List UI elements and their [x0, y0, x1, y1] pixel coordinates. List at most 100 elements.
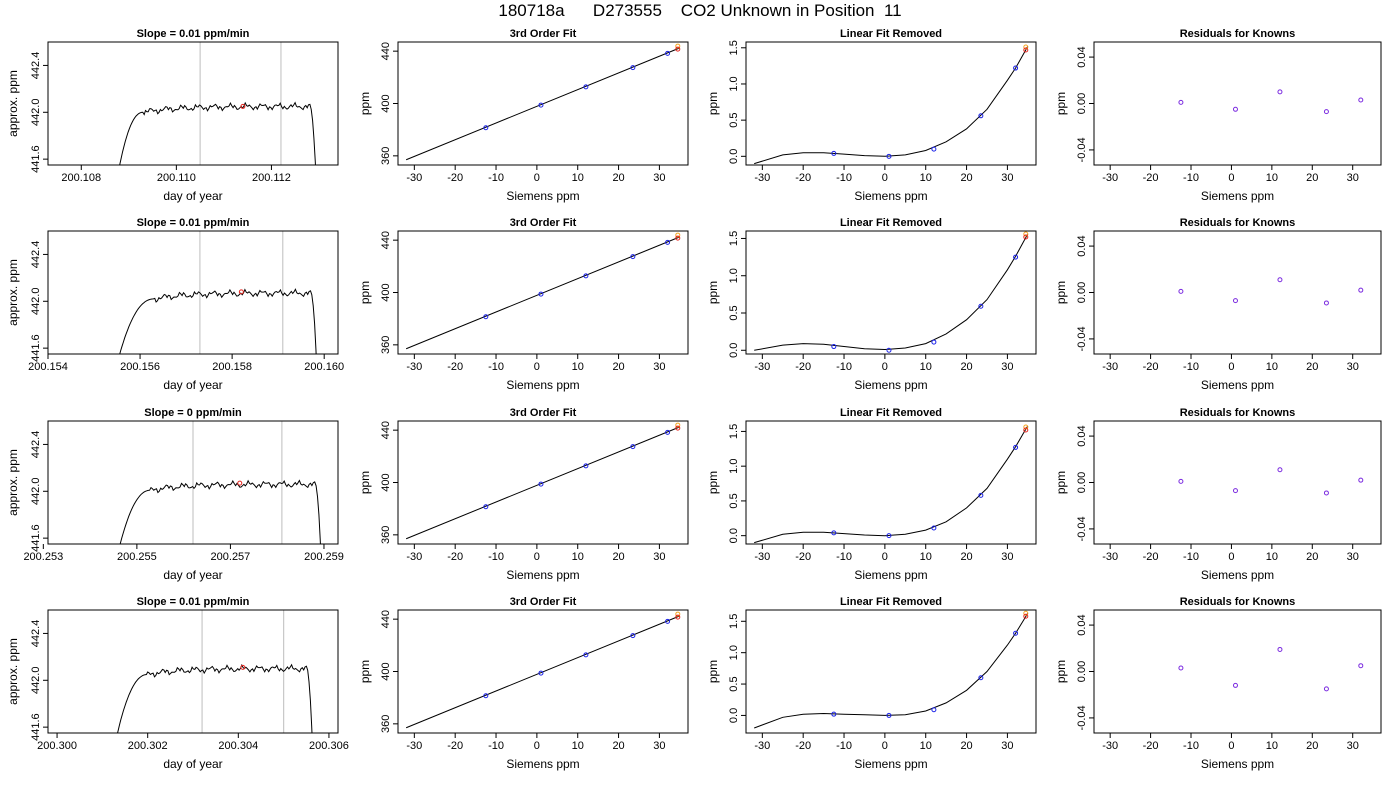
y-tick-label: -0.04: [1076, 705, 1088, 730]
known-standard-point: [1358, 287, 1364, 293]
plot-frame: [47, 609, 339, 734]
x-tick-label: 200.255: [117, 551, 157, 563]
x-tick-label: 20: [960, 172, 972, 184]
x-tick-label: 20: [612, 172, 624, 184]
x-tick-label: 10: [920, 172, 932, 184]
x-axis-label: Siemens ppm: [854, 378, 927, 392]
panel-title: 3rd Order Fit: [510, 407, 577, 419]
panel-3-2: 3rd Order Fit -30 -20 -10 0 10 20 30 360 400 440 Si…: [358, 407, 689, 582]
x-tick-label: 30: [1347, 551, 1359, 563]
y-axis-label: ppm: [1054, 660, 1068, 683]
plot-frame: [745, 41, 1037, 166]
average-marker: [240, 103, 246, 109]
panel-1-3: Linear Fit Removed -30 -20 -10 0 10 20 30 0.0 0.5…: [706, 28, 1037, 203]
x-tick-label: 20: [612, 361, 624, 373]
known-standard-point: [665, 618, 671, 624]
x-tick-label: 20: [960, 551, 972, 563]
x-tick-label: -10: [488, 551, 504, 563]
plot-frame: [1093, 609, 1382, 734]
panel-title: Linear Fit Removed: [840, 28, 942, 40]
trace-line: [117, 663, 313, 733]
x-tick-label: 0: [882, 740, 888, 752]
x-axis-label: day of year: [163, 568, 222, 582]
x-tick-label: 10: [920, 361, 932, 373]
x-tick-label: 200.154: [28, 361, 68, 373]
known-standard-point: [1358, 663, 1364, 669]
y-tick-label: 400: [380, 473, 392, 491]
known-standard-point: [931, 339, 937, 345]
unknown-point: [675, 611, 681, 617]
y-tick-label: 0.00: [1076, 661, 1088, 682]
known-standard-point: [1323, 300, 1329, 306]
known-standard-point: [538, 291, 544, 297]
known-standard-point: [886, 533, 892, 539]
x-tick-label: -20: [447, 551, 463, 563]
x-tick-label: -30: [1102, 740, 1118, 752]
y-axis-label: ppm: [358, 92, 372, 115]
y-axis-label: ppm: [1054, 281, 1068, 304]
x-tick-label: -20: [447, 172, 463, 184]
y-tick-label: 0.00: [1076, 472, 1088, 493]
y-axis-label: approx. ppm: [6, 70, 20, 137]
known-standard-point: [630, 65, 636, 71]
unknown-point: [675, 232, 681, 238]
x-tick-label: 30: [1347, 740, 1359, 752]
unknown-point: [675, 614, 681, 620]
x-tick-label: 0: [1228, 172, 1234, 184]
known-standard-point: [886, 153, 892, 159]
x-tick-label: -10: [836, 361, 852, 373]
x-tick-label: 30: [653, 172, 665, 184]
trace-line: [119, 288, 317, 354]
panel-title: Residuals for Knowns: [1180, 28, 1296, 40]
x-tick-label: 10: [572, 172, 584, 184]
average-marker: [238, 289, 244, 295]
data-layer: [405, 43, 681, 161]
y-tick-label: 360: [380, 715, 392, 733]
unknown-point: [1023, 424, 1029, 430]
y-tick-label: 440: [380, 42, 392, 60]
data-layer: [754, 424, 1029, 544]
unknown-point: [675, 235, 681, 241]
x-tick-label: 200.302: [128, 740, 168, 752]
known-standard-point: [1277, 646, 1283, 652]
x-axis-label: Siemens ppm: [854, 568, 927, 582]
plot-frame: [745, 420, 1037, 545]
known-standard-point: [630, 254, 636, 260]
data-layer: [1178, 277, 1364, 306]
y-tick-label: 1.0: [728, 645, 740, 660]
panel-1-4: Residuals for Knowns -30 -20 -10 0 10 20 30 -0.0…: [1054, 28, 1382, 203]
panel-2-1: Slope = 0.01 ppm/min 200.154 200.156 200.15…: [6, 217, 344, 392]
y-tick-label: 400: [380, 283, 392, 301]
x-tick-label: -10: [836, 172, 852, 184]
x-tick-label: -10: [488, 361, 504, 373]
y-tick-label: 1.0: [728, 459, 740, 474]
page-title: 180718a D273555 CO2 Unknown in Position …: [498, 1, 902, 20]
x-tick-label: 20: [612, 551, 624, 563]
panel-1-1: Slope = 0.01 ppm/min 200.108 200.110 200.11…: [6, 28, 339, 203]
known-standard-point: [583, 84, 589, 90]
x-tick-label: 10: [572, 361, 584, 373]
average-marker: [237, 480, 243, 486]
unknown-point: [1023, 613, 1029, 619]
known-standard-point: [931, 707, 937, 713]
fit-curve: [754, 425, 1029, 544]
x-tick-label: 20: [1306, 551, 1318, 563]
y-tick-label: 442.0: [30, 288, 42, 316]
unknown-point: [675, 46, 681, 52]
plot-frame: [47, 420, 339, 545]
x-tick-label: -30: [1102, 172, 1118, 184]
average-marker: [240, 664, 246, 670]
unknown-point: [1023, 231, 1029, 237]
x-tick-label: -20: [795, 172, 811, 184]
x-tick-label: 200.156: [120, 361, 160, 373]
known-standard-point: [665, 239, 671, 245]
known-standard-point: [1277, 89, 1283, 95]
x-tick-label: 20: [1306, 361, 1318, 373]
known-standard-point: [931, 525, 937, 531]
x-tick-label: -20: [795, 740, 811, 752]
x-tick-label: -10: [488, 172, 504, 184]
x-tick-label: 200.158: [212, 361, 252, 373]
unknown-point: [1023, 44, 1029, 50]
x-axis-label: Siemens ppm: [1201, 757, 1274, 771]
x-tick-label: -30: [406, 361, 422, 373]
